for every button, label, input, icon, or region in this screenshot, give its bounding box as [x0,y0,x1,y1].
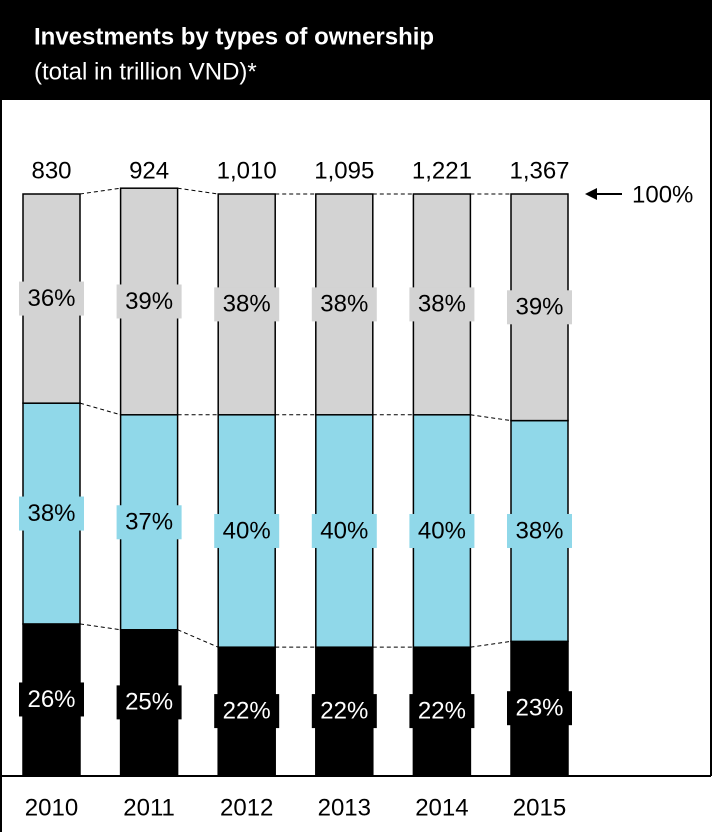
connector [79,402,121,416]
total-label: 924 [129,157,169,184]
data-label: 40% [320,517,368,544]
connector [177,187,219,195]
label-bg [409,513,475,548]
header-band [0,0,712,100]
data-label: 38% [223,291,271,318]
label-bg [409,287,475,322]
total-label: 1,010 [217,157,277,184]
x-tick-label: 2013 [318,794,371,821]
data-label: 37% [125,509,173,536]
data-label: 39% [125,288,173,315]
arrow-head [585,188,597,200]
data-label: 38% [320,291,368,318]
total-label: 1,095 [314,157,374,184]
chart-title: Investments by types of ownership [34,23,434,50]
x-tick-label: 2011 [123,794,175,821]
annotation: 100% [632,181,693,208]
data-label: 38% [515,517,563,544]
data-label: 22% [418,697,466,724]
data-label: 36% [27,285,75,312]
total-label: 830 [31,157,71,184]
chart-subtitle: (total in trillion VND)* [34,58,257,85]
label-bg [311,287,377,322]
label-bg [116,284,182,319]
x-tick-label: 2012 [220,794,273,821]
data-label: 22% [223,697,271,724]
data-label: 40% [418,517,466,544]
data-label: 23% [515,695,563,722]
total-label: 1,367 [509,157,569,184]
label-bg [507,691,572,726]
label-bg [214,513,280,548]
label-bg [507,290,572,325]
label-bg [116,505,182,540]
label-bg [214,287,280,322]
label-bg [19,496,84,531]
label-bg [507,513,572,548]
connector [470,414,512,422]
label-bg [214,694,280,729]
label-bg [311,513,377,548]
label-bg [409,694,475,729]
data-label: 22% [320,697,368,724]
connector [79,187,121,195]
data-label: 26% [27,686,75,713]
data-label: 40% [223,517,271,544]
connector [470,640,512,648]
data-label: 38% [27,500,75,527]
connector [79,623,121,631]
data-label: 25% [125,689,173,716]
x-tick-label: 2010 [25,794,78,821]
data-label: 38% [418,291,466,318]
label-bg [311,694,377,729]
total-label: 1,221 [412,157,472,184]
data-label: 39% [515,294,563,321]
label-bg [116,685,182,720]
x-tick-label: 2015 [513,794,566,821]
x-tick-label: 2014 [415,794,468,821]
label-bg [19,682,84,717]
connector [177,629,219,648]
label-bg [19,281,84,316]
